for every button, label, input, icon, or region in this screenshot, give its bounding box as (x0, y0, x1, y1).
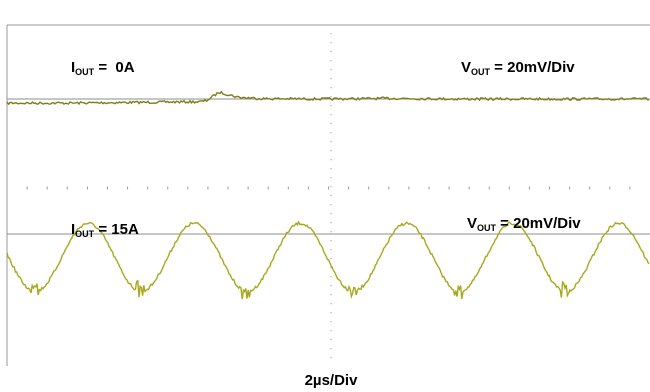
time-base-label: 2µs/Div (305, 372, 358, 389)
channel-2-current-label: IOUT = 15A (71, 221, 139, 239)
channel-1-current-label: IOUT = 0A (71, 59, 135, 77)
channel-2-voltage-label: VOUT = 20mV/Div (467, 215, 581, 233)
channel-1-voltage-label: VOUT = 20mV/Div (461, 59, 575, 77)
channel-1-trace (6, 90, 650, 106)
scope-grid (6, 24, 650, 366)
channel-2-trace (6, 220, 650, 300)
